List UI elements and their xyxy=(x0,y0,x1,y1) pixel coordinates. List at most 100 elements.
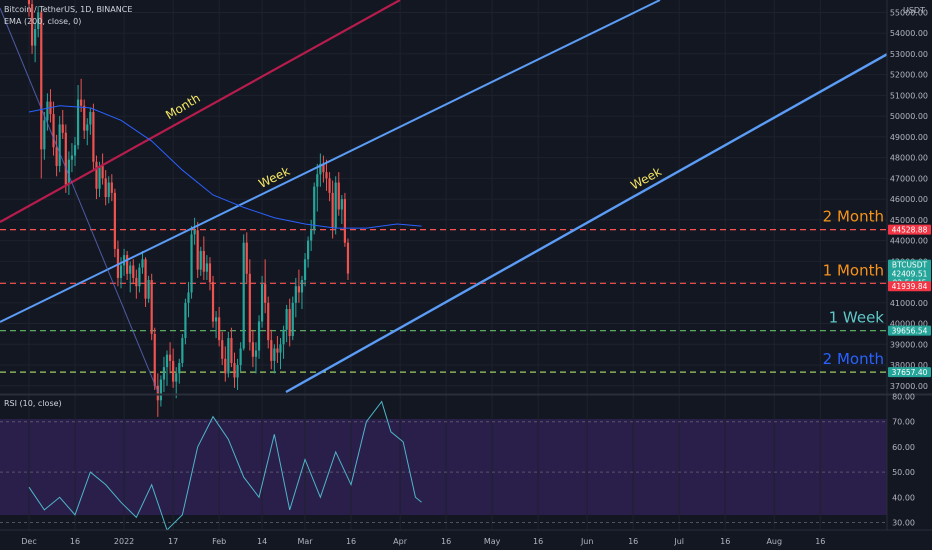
price-tick-label: 49000.00 xyxy=(890,133,928,142)
candle-body xyxy=(208,263,212,283)
trendline[interactable] xyxy=(0,0,661,323)
ema-legend[interactable]: EMA (200, close, 0) xyxy=(4,17,81,26)
time-tick-label: Dec xyxy=(21,537,36,546)
trendline[interactable] xyxy=(0,0,401,223)
price-tag xyxy=(888,259,931,270)
candle-body xyxy=(147,280,150,299)
time-tick-label: Jul xyxy=(673,537,684,546)
candle-body xyxy=(306,240,310,260)
level-label: 1 Week xyxy=(829,309,885,327)
candle-body xyxy=(331,192,334,229)
candle-body xyxy=(303,259,307,280)
candle-body xyxy=(270,340,273,361)
candle-body xyxy=(187,292,190,303)
price-tag xyxy=(888,325,931,336)
candle-body xyxy=(80,99,83,106)
price-tick-label: 50000.00 xyxy=(890,112,928,121)
price-tick-label: 53000.00 xyxy=(890,50,928,59)
price-tag-label: 39656.54 xyxy=(892,327,928,336)
symbol-legend[interactable]: Bitcoin / TetherUS, 1D, BINANCE xyxy=(4,5,132,14)
price-tick-label: 40000.00 xyxy=(890,320,928,329)
price-tick-label: 46000.00 xyxy=(890,195,928,204)
candle-body xyxy=(214,317,218,322)
candle-body xyxy=(165,354,169,368)
price-tag-label: BTCUSDT xyxy=(892,261,928,270)
price-tick-label: 44000.00 xyxy=(890,237,928,246)
rsi-tick-label: 80.00 xyxy=(892,393,915,402)
candle-body xyxy=(230,338,233,363)
rsi-axis[interactable]: 80.00 70.00 60.00 50.00 40.00 30.00 xyxy=(892,393,915,528)
candle-body xyxy=(236,365,239,378)
time-tick-label: 16 xyxy=(346,537,356,546)
time-axis[interactable]: Dec 16 2022 17 Feb 14 Mar 16 Apr 16 May 16 Jun 16 Jul 1… xyxy=(21,537,825,546)
candle-body xyxy=(300,280,304,293)
price-tick-label: 54000.00 xyxy=(890,29,928,38)
candle-body xyxy=(181,338,184,363)
price-tag-label: 42409.51 xyxy=(892,270,928,279)
candle-body xyxy=(92,112,95,162)
candle-body xyxy=(46,101,49,121)
candle-body xyxy=(104,178,107,198)
time-tick-label: 16 xyxy=(441,537,451,546)
time-tick-label: 16 xyxy=(628,537,638,546)
rsi-band xyxy=(0,419,887,515)
candle-body xyxy=(34,29,37,46)
price-tag xyxy=(888,367,931,378)
price-tick-label: 37000.00 xyxy=(890,382,928,391)
price-tag xyxy=(888,268,931,279)
rsi-legend[interactable]: RSI (10, close) xyxy=(4,399,62,408)
candle-body xyxy=(135,277,138,287)
time-tick-label: 16 xyxy=(70,537,80,546)
ema-line xyxy=(28,105,422,229)
price-tick-label: 39000.00 xyxy=(890,340,928,349)
ema-series xyxy=(28,105,422,229)
currency-label: USDT xyxy=(903,6,925,15)
candle-body xyxy=(110,182,113,193)
candle-body xyxy=(27,0,31,5)
candle-body xyxy=(113,192,116,249)
candle-body xyxy=(260,284,264,322)
price-tick-label: 47000.00 xyxy=(890,174,928,183)
candle-body xyxy=(257,321,261,351)
horizontal-levels: 2 Month 1 Month 1 Week 2 Month xyxy=(0,208,887,373)
trendline[interactable] xyxy=(285,50,892,394)
candle-body xyxy=(313,186,316,231)
candlestick-series[interactable] xyxy=(27,0,350,417)
candle-body xyxy=(168,354,172,361)
candle-body xyxy=(202,250,205,272)
candle-body xyxy=(273,348,276,361)
candle-body xyxy=(282,329,285,345)
price-tag-label: 44528.88 xyxy=(892,226,928,235)
candle-body xyxy=(227,338,230,374)
grid xyxy=(0,0,887,530)
candle-body xyxy=(245,242,248,274)
descending-line[interactable] xyxy=(0,7,159,393)
candle-body xyxy=(248,273,251,343)
candle-body xyxy=(340,199,343,210)
candle-body xyxy=(291,302,294,336)
candle-body xyxy=(221,340,224,359)
price-tick-label: 45000.00 xyxy=(890,216,928,225)
candle-body xyxy=(101,165,104,179)
candle-body xyxy=(251,342,254,357)
candle-body xyxy=(138,267,141,287)
time-tick-label: 17 xyxy=(168,537,178,546)
price-tag xyxy=(888,224,931,235)
time-tick-label: May xyxy=(484,537,501,546)
candle-body xyxy=(224,358,227,374)
candle-body xyxy=(30,4,34,46)
time-tick-label: 14 xyxy=(257,537,267,546)
candle-body xyxy=(297,286,300,293)
candle-body xyxy=(175,373,178,382)
time-tick-label: Jun xyxy=(580,537,594,546)
candle-body xyxy=(294,286,297,303)
price-tick-label: 52000.00 xyxy=(890,71,928,80)
candle-body xyxy=(316,174,319,187)
candle-body xyxy=(83,105,86,131)
candle-body xyxy=(264,284,267,303)
level-label: 1 Month xyxy=(823,261,884,279)
time-tick-label: Mar xyxy=(297,537,313,546)
candle-body xyxy=(334,182,337,229)
candle-body xyxy=(285,309,288,330)
